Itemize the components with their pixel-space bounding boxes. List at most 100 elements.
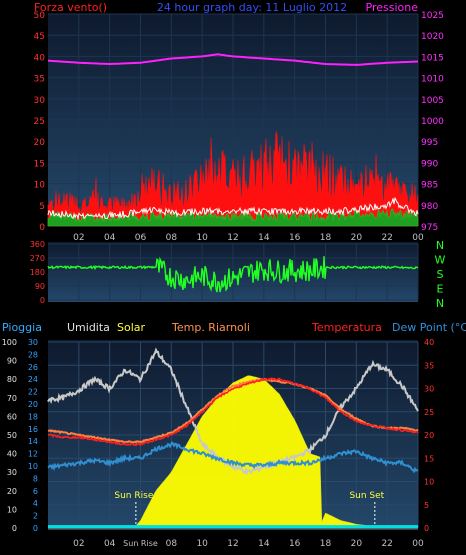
direction-tick-label: 180: [30, 268, 45, 277]
wind-tick-label: 45: [34, 32, 45, 42]
humidity-tick-label: 90: [7, 357, 17, 366]
rain-tick-label: 22: [28, 388, 38, 397]
wind-tick-label: 15: [34, 159, 45, 169]
weather-x-tick-label: 20: [351, 539, 363, 549]
temperature-legend-label: Temperatura: [311, 321, 382, 334]
direction-tick-label: 360: [30, 240, 45, 249]
wind-tick-label: 25: [34, 117, 45, 127]
pressure-tick-label: 1020: [421, 32, 444, 42]
weather-x-tick-label: 02: [73, 539, 84, 549]
rain-tick-label: 10: [28, 462, 38, 471]
rain-tick-label: 4: [33, 499, 38, 508]
pressure-tick-label: 1010: [421, 75, 444, 85]
pressure-tick-label: 1000: [421, 117, 444, 127]
wind-tick-label: 35: [34, 75, 45, 85]
wind-tick-label: 0: [39, 223, 45, 233]
rain-tick-label: 30: [28, 338, 38, 347]
wind-chart: 5045403530252015105010251020101510101005…: [34, 11, 445, 243]
rain-tick-label: 24: [28, 375, 38, 384]
rain-legend-label: Pioggia: [2, 321, 42, 334]
wind-tick-label: 5: [39, 202, 45, 212]
weather-chart: 1009080706050403020100302826242220181614…: [2, 338, 434, 549]
rain-tick-label: 12: [28, 450, 38, 459]
humidity-tick-label: 0: [12, 524, 17, 533]
weather-x-tick-label: 04: [104, 539, 116, 549]
wind-tick-label: 40: [34, 53, 46, 63]
wind-x-tick-label: 00: [412, 233, 424, 243]
rain-tick-label: 20: [28, 400, 38, 409]
pressure-tick-label: 1015: [421, 53, 444, 63]
wind-x-tick-label: 18: [320, 233, 332, 243]
sun-set-label: Sun Set: [349, 491, 384, 501]
rain-tick-label: 0: [33, 524, 38, 533]
humidity-tick-label: 40: [7, 450, 17, 459]
pressure-tick-label: 995: [421, 138, 438, 148]
temperature-tick-label: 20: [424, 431, 434, 440]
wind-tick-label: 30: [34, 96, 46, 106]
pressure-series: [47, 53, 419, 66]
wind-tick-label: 50: [34, 11, 46, 21]
weather-x-tick-label: 12: [227, 539, 238, 549]
rain-series: [48, 525, 418, 529]
pressure-tick-label: 980: [421, 202, 438, 212]
solar-legend-label: Solar: [117, 321, 146, 334]
weather-x-tick-label: 00: [412, 539, 424, 549]
humidity-tick-label: 50: [7, 431, 17, 440]
pressure-tick-label: 1005: [421, 96, 444, 106]
pressure-tick-label: 985: [421, 181, 438, 191]
pressure-tick-label: 975: [421, 223, 438, 233]
wind-x-tick-label: 16: [289, 233, 301, 243]
wind-x-tick-label: 10: [196, 233, 208, 243]
weather-x-tick-label: 18: [320, 539, 332, 549]
humidity-tick-label: 60: [7, 412, 17, 421]
rain-tick-label: 8: [33, 474, 38, 483]
humidity-tick-label: 20: [7, 487, 17, 496]
rain-tick-label: 6: [33, 487, 38, 496]
wind-x-tick-label: 14: [258, 233, 270, 243]
humidity-series: [47, 347, 419, 476]
pressure-tick-label: 1025: [421, 11, 444, 21]
direction-tick-label: 0: [40, 296, 45, 305]
rain-tick-label: 2: [33, 512, 38, 521]
temperature-tick-label: 30: [424, 385, 434, 394]
pressure-tick-label: 990: [421, 159, 438, 169]
temp-riarnoli-legend-label: Temp. Riarnoli: [171, 321, 250, 334]
compass-letter: N: [436, 239, 444, 252]
wind-x-tick-label: 08: [166, 233, 178, 243]
humidity-tick-label: 70: [7, 394, 17, 403]
wind-x-tick-label: 22: [381, 233, 392, 243]
weather-x-tick-label: 22: [381, 539, 392, 549]
temperature-series: [47, 377, 419, 447]
temperature-tick-label: 5: [424, 501, 429, 510]
compass-letter: E: [437, 283, 444, 296]
chart-title: 24 hour graph day: 11 Luglio 2012: [157, 1, 347, 14]
rain-tick-label: 26: [28, 363, 38, 372]
wind-axis-label: Forza vento(): [34, 1, 107, 14]
wind-average-series: [47, 196, 419, 221]
temp-riarnoli-series: [47, 377, 419, 444]
wind-x-tick-label: 06: [135, 233, 147, 243]
wind-x-tick-label: 02: [73, 233, 84, 243]
pressure-axis-label: Pressione: [366, 1, 419, 14]
weather-x-tick-label: Sun Rise: [123, 539, 158, 548]
weather-x-tick-label: 14: [258, 539, 270, 549]
dew-point-legend-label: Dew Point (°C): [392, 321, 466, 334]
rain-tick-label: 14: [28, 437, 38, 446]
temperature-tick-label: 25: [424, 408, 434, 417]
temperature-tick-label: 0: [424, 524, 429, 533]
temperature-tick-label: 35: [424, 361, 434, 370]
direction-series: [47, 256, 419, 293]
temperature-tick-label: 40: [424, 338, 434, 347]
dew-point-series: [47, 440, 419, 474]
temperature-tick-label: 15: [424, 454, 434, 463]
wind-tick-label: 10: [34, 181, 46, 191]
compass-letter: N: [436, 297, 444, 310]
wind-min-series: [47, 208, 419, 227]
humidity-legend-label: Umidita: [67, 321, 110, 334]
temperature-tick-label: 10: [424, 478, 434, 487]
sun-rise-label: Sun Rise: [114, 491, 153, 501]
humidity-tick-label: 10: [7, 505, 17, 514]
rain-tick-label: 18: [28, 412, 38, 421]
